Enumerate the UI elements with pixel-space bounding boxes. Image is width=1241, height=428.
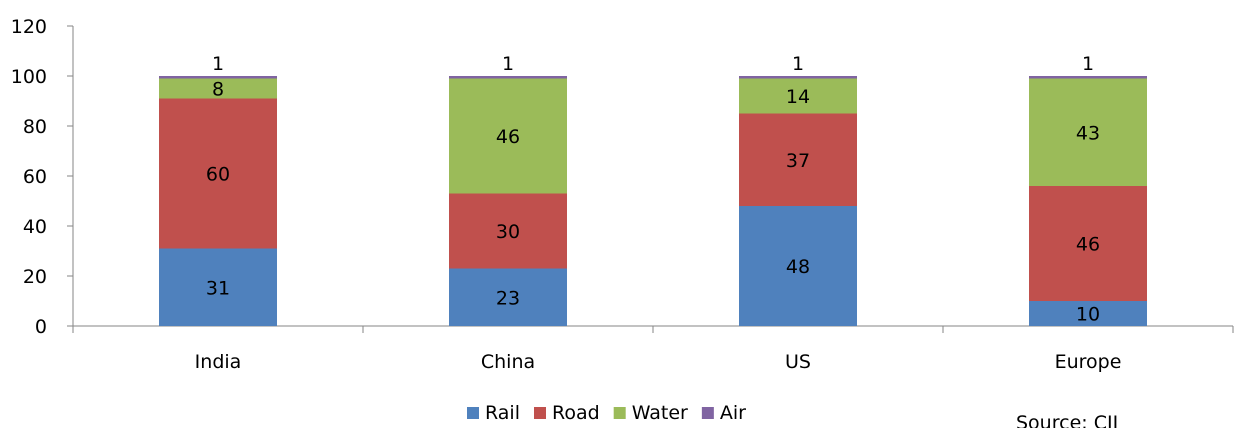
legend: Rail Road Water Air [467,402,746,424]
legend-label-road: Road [552,402,600,424]
legend-swatch-water [613,407,626,419]
data-label-india-rail: 31 [206,277,230,299]
data-label-china-water: 46 [496,126,520,148]
bar-us-road [739,113,857,206]
legend-label-rail: Rail [485,402,520,424]
y-tick-label: 120 [11,16,47,38]
data-label-china-air: 1 [502,53,514,75]
bar-us-air [739,76,857,79]
bar-india-rail [159,248,277,326]
data-label-us-rail: 48 [786,256,810,278]
y-tick-label: 80 [23,116,47,138]
bar-china-road [449,193,567,269]
bar-europe-air [1029,76,1147,79]
legend-swatch-road [534,407,546,419]
bar-india-road [159,98,277,249]
y-tick-label: 0 [35,316,47,338]
bar-europe-water [1029,78,1147,186]
legend-swatch-rail [467,407,479,419]
bar-china-air [449,76,567,79]
legend-label-water: Water [632,402,688,424]
bar-us-rail [739,206,857,326]
bar-china-rail [449,268,567,326]
legend-swatch-air [701,407,714,419]
bar-europe-rail [1029,301,1147,326]
y-tick-label: 20 [23,266,47,288]
bar-india-air [159,76,277,79]
y-tick-label: 100 [11,66,47,88]
data-label-europe-road: 46 [1076,234,1100,256]
source-note: Source: CII [1016,412,1119,428]
data-label-china-rail: 23 [496,287,520,309]
x-tick-label-china: China [481,351,535,373]
x-axis: India China US Europe [72,325,1234,373]
y-tick-label: 40 [23,216,47,238]
bars: 31 60 8 1 23 30 46 1 48 37 14 1 10 46 43 1 [159,53,1147,326]
y-axis: 0 20 40 60 80 100 120 [11,16,74,338]
data-label-europe-water: 43 [1076,122,1100,144]
data-label-us-road: 37 [786,150,810,172]
data-label-europe-air: 1 [1082,53,1094,75]
x-tick-label-us: US [785,351,811,373]
x-tick-label-india: India [195,351,242,373]
data-label-europe-rail: 10 [1076,304,1100,326]
bar-china-water [449,78,567,194]
legend-label-air: Air [720,402,746,424]
bar-india-water [159,78,277,99]
bar-europe-road [1029,186,1147,301]
bar-us-water [739,78,857,114]
data-label-india-road: 60 [206,164,230,186]
data-label-india-air: 1 [212,53,224,75]
data-label-india-water: 8 [212,79,224,101]
data-label-china-road: 30 [496,221,520,243]
x-tick-label-europe: Europe [1055,351,1122,373]
data-label-us-air: 1 [792,53,804,75]
data-label-us-water: 14 [786,86,810,108]
y-tick-label: 60 [23,166,47,188]
